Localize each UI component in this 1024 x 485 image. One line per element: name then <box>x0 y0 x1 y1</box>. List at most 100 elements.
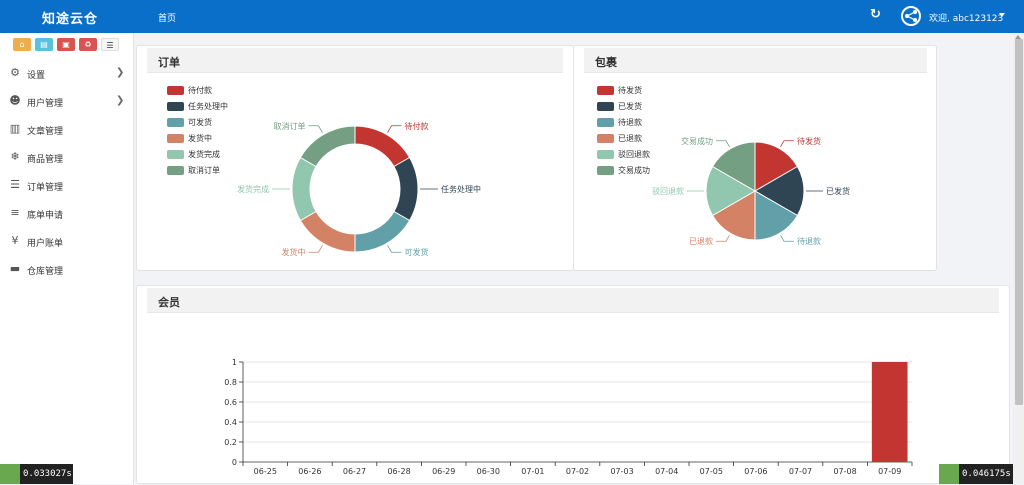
x-tick-label: 07-01 <box>521 467 544 476</box>
panel-title: 包裹 <box>595 56 617 69</box>
pie-slice[interactable] <box>754 141 799 192</box>
legend-swatch <box>167 86 184 95</box>
legend-label: 可发货 <box>188 118 212 127</box>
sidebar-item-label: 订单管理 <box>27 183 64 193</box>
sidebar-item-settings[interactable]: ⚙ 设置 ❯ <box>0 59 134 87</box>
scroll-thumb[interactable] <box>1015 39 1023 405</box>
slice-label: 驳回退款 <box>652 186 684 196</box>
x-tick-label: 06-26 <box>298 467 321 476</box>
members-panel: 会员 0 0.2 0.4 0.6 0.8 1 06-25 06-26 06-27 06-28 06-… <box>136 285 1010 484</box>
y-tick-label: 0.8 <box>224 378 237 387</box>
top-bar: 知途云仓 首页 ↻ 欢迎, abc123123 <box>0 0 1024 33</box>
pie-slice[interactable] <box>299 125 356 168</box>
y-tick-label: 1 <box>232 358 237 367</box>
pie-slice[interactable] <box>754 190 799 241</box>
x-tick-label: 06-29 <box>432 467 455 476</box>
pie-slice[interactable] <box>354 125 411 168</box>
members-bar-chart: 0 0.2 0.4 0.6 0.8 1 06-25 06-26 06-27 06-28 06-29 0… <box>224 358 913 476</box>
timer-value: 0.046175s <box>962 469 1011 479</box>
sidebar-item-label: 仓库管理 <box>27 267 64 277</box>
sidebar-item-receipt-request[interactable]: ≡ 底单申请 <box>0 199 134 227</box>
legend-swatch <box>597 102 614 111</box>
pie-slice[interactable] <box>754 165 805 217</box>
x-tick-label: 06-28 <box>387 467 410 476</box>
legend-swatch <box>167 118 184 127</box>
welcome-user-menu[interactable]: 欢迎, abc123123 <box>929 14 1004 24</box>
sidebar-item-order-management[interactable]: ☰ 订单管理 <box>0 171 134 199</box>
slice-label: 发货完成 <box>237 184 269 194</box>
sidebar-item-warehouse-management[interactable]: ▬ 仓库管理 <box>0 255 134 283</box>
slice-label: 待发货 <box>797 136 821 146</box>
y-tick-label: 0.4 <box>224 418 237 427</box>
timer-value: 0.033027s <box>23 469 72 479</box>
x-tick-label: 07-06 <box>744 467 767 476</box>
slice-label-line <box>387 125 402 133</box>
slice-label: 已发货 <box>826 186 850 196</box>
slice-label-line <box>780 140 794 148</box>
article-icon: ▥ <box>9 122 21 135</box>
sidebar-item-user-bills[interactable]: ¥ 用户账单 <box>0 227 134 255</box>
pie-slice[interactable] <box>393 156 419 222</box>
file-icon[interactable]: ▤ <box>35 38 53 51</box>
panel-title: 会员 <box>158 296 180 309</box>
legend-label: 发货完成 <box>188 150 220 159</box>
legend-label: 待付款 <box>188 86 212 95</box>
legend-swatch <box>597 118 614 127</box>
legend-swatch <box>167 102 184 111</box>
brand-logo[interactable]: 知途云仓 <box>42 12 99 27</box>
slice-label: 取消订单 <box>274 121 306 131</box>
legend-swatch <box>597 134 614 143</box>
list-icon[interactable]: ☰ <box>101 38 119 51</box>
y-tick-label: 0.2 <box>224 438 237 447</box>
legend-label: 驳回退款 <box>618 150 650 159</box>
legend-swatch <box>597 86 614 95</box>
legend-swatch <box>167 134 184 143</box>
page-scrollbar[interactable] <box>1013 33 1024 484</box>
chevron-right-icon: ❯ <box>116 67 125 78</box>
user-avatar-icon[interactable] <box>901 6 921 26</box>
slice-label: 任务处理中 <box>441 184 481 194</box>
refresh-icon[interactable]: ↻ <box>870 7 881 22</box>
sidebar-item-article-management[interactable]: ▥ 文章管理 <box>0 115 134 143</box>
home-icon[interactable]: ⌂ <box>13 38 31 51</box>
legend-label: 待发货 <box>618 86 642 95</box>
scroll-up-arrow[interactable] <box>1015 35 1021 39</box>
sidebar-item-user-management[interactable]: ☻ 用户管理 ❯ <box>0 87 134 115</box>
slice-label: 已退款 <box>689 236 713 246</box>
sidebar-item-product-management[interactable]: ❄ 商品管理 <box>0 143 134 171</box>
legend-swatch <box>167 166 184 175</box>
legend-swatch <box>167 150 184 159</box>
bar[interactable] <box>871 362 908 462</box>
panel-title: 订单 <box>158 56 180 69</box>
recycle-icon[interactable]: ♻ <box>79 38 97 51</box>
slice-label-line <box>716 234 730 242</box>
chevron-down-icon[interactable] <box>999 13 1005 17</box>
nav-home-link[interactable]: 首页 <box>158 14 177 24</box>
list-icon: ≡ <box>10 206 20 219</box>
x-tick-label: 06-25 <box>254 467 277 476</box>
legend-label: 任务处理中 <box>188 102 228 111</box>
pie-slice[interactable] <box>705 165 756 217</box>
trash-icon[interactable]: ▣ <box>57 38 75 51</box>
sidebar-item-label: 用户账单 <box>27 239 64 249</box>
members-panel-header: 会员 <box>147 288 999 313</box>
orders-panel-header: 订单 <box>147 48 563 73</box>
legend-label: 取消订单 <box>188 166 220 175</box>
x-tick-label: 07-08 <box>833 467 856 476</box>
legend-label: 待退款 <box>618 118 642 127</box>
pie-slice[interactable] <box>711 141 756 192</box>
timer-right: 0.046175s <box>939 464 1013 484</box>
slice-label: 发货中 <box>282 247 306 257</box>
legend-label: 发货中 <box>188 134 212 143</box>
server-icon: ☰ <box>10 178 20 191</box>
legend-label: 已退款 <box>618 134 642 143</box>
yen-icon: ¥ <box>11 234 19 247</box>
truck-icon: ▬ <box>9 262 21 275</box>
pie-slice[interactable] <box>291 156 317 222</box>
pie-slice[interactable] <box>299 210 356 253</box>
chevron-right-icon: ❯ <box>116 95 125 106</box>
pie-slice[interactable] <box>711 190 756 241</box>
pie-slice[interactable] <box>354 210 411 253</box>
packages-panel-header: 包裹 <box>584 48 927 73</box>
